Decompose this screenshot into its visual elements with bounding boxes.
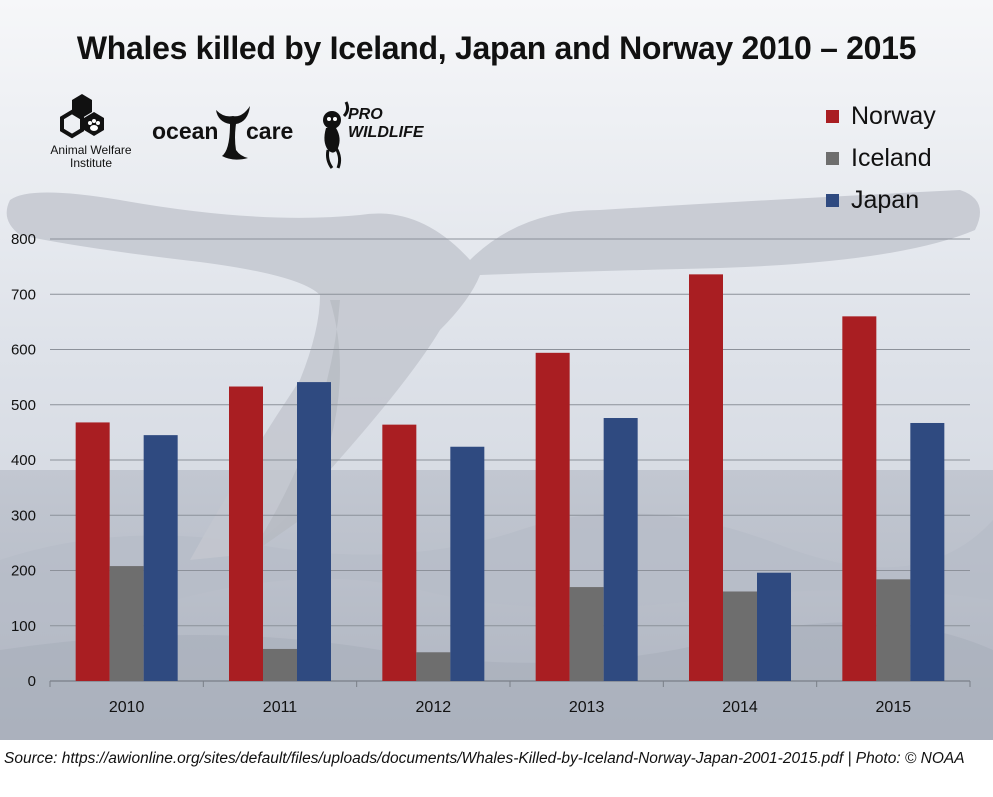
bar-norway-2014 [689, 274, 723, 681]
bar-iceland-2014 [723, 591, 757, 681]
y-tick-label: 700 [11, 286, 36, 303]
x-tick-label: 2015 [876, 699, 912, 716]
pro-wildlife-word-pro: PRO [348, 106, 383, 123]
y-tick-label: 300 [11, 507, 36, 524]
x-tick-label: 2011 [263, 699, 298, 716]
bar-iceland-2015 [876, 579, 911, 681]
y-tick-label: 800 [11, 231, 36, 248]
oceancare-logo: ocean care [152, 102, 294, 172]
awi-name-line1: Animal Welfare [50, 143, 132, 157]
bar-iceland-2011 [263, 648, 297, 681]
animal-welfare-institute-logo: Animal Welfare Institute [48, 92, 138, 177]
x-tick-label: 2010 [109, 699, 145, 716]
source-caption: Source: https://awionline.org/sites/defa… [4, 750, 965, 767]
pro-wildlife-word-wildlife: WILDLIFE [348, 124, 424, 141]
y-tick-label: 200 [11, 563, 36, 580]
bar-norway-2010 [75, 422, 110, 681]
monkey-icon [323, 101, 350, 169]
legend-item-japan: Japan [826, 179, 986, 221]
y-tick-label: 400 [11, 452, 36, 469]
x-tick-label: 2014 [722, 699, 758, 716]
bar-norway-2011 [229, 386, 263, 681]
bar-japan-2010 [143, 435, 178, 681]
x-tick-label: 2013 [569, 699, 605, 716]
y-tick-label: 0 [28, 673, 36, 690]
legend-swatch [826, 151, 839, 165]
legend-label: Norway [851, 101, 936, 130]
legend-label: Japan [851, 185, 920, 214]
y-tick-label: 100 [11, 618, 36, 635]
logo-strip: Animal Welfare Institute ocean care PRO [40, 92, 460, 182]
bar-norway-2012 [382, 424, 417, 681]
bar-japan-2013 [603, 418, 638, 681]
bar-japan-2012 [450, 446, 485, 681]
bar-iceland-2013 [569, 587, 604, 681]
legend-item-iceland: Iceland [826, 137, 986, 179]
legend-swatch [826, 193, 839, 207]
legend-item-norway: Norway [826, 95, 986, 137]
legend-swatch [826, 109, 839, 123]
whale-tail-icon [216, 106, 250, 160]
chart-title: Whales killed by Iceland, Japan and Norw… [76, 30, 917, 66]
bar-norway-2013 [535, 352, 570, 681]
oceancare-word-right: care [246, 118, 294, 144]
bar-iceland-2012 [416, 652, 451, 681]
bar-japan-2015 [910, 422, 945, 681]
awi-mark-icon [60, 94, 104, 139]
x-tick-label: 2012 [416, 699, 452, 716]
plot-area: 0 100 200 300 400 500 600 700 800 2010 2011 2012 201… [11, 231, 971, 716]
legend: Norway Iceland Japan [826, 95, 986, 221]
pro-wildlife-logo: PRO WILDLIFE [316, 98, 436, 178]
bar-japan-2011 [297, 382, 331, 681]
legend-label: Iceland [851, 143, 932, 172]
y-tick-label: 500 [11, 397, 36, 414]
y-tick-label: 600 [11, 342, 36, 359]
bar-japan-2014 [757, 572, 791, 681]
awi-name-line2: Institute [69, 156, 113, 170]
bar-iceland-2010 [109, 566, 144, 681]
bar-norway-2015 [842, 316, 877, 681]
oceancare-word-left: ocean [152, 118, 219, 144]
